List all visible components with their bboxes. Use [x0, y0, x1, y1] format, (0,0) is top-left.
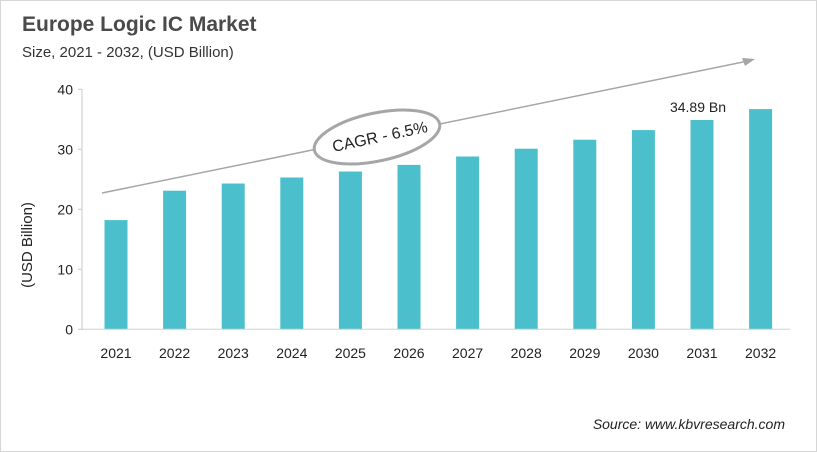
bar-2032 [749, 109, 773, 330]
x-tick-label: 2021 [100, 345, 131, 361]
x-tick-label: 2026 [393, 345, 424, 361]
y-tick-label: 10 [57, 261, 73, 277]
y-tick-label: 30 [57, 141, 73, 157]
bar-2025 [338, 171, 362, 330]
x-tick-label: 2031 [686, 345, 717, 361]
bar-2021 [104, 220, 128, 330]
y-tick-label: 20 [57, 201, 73, 217]
y-axis: 0 10 20 30 40 [57, 81, 83, 337]
bar-2027 [456, 156, 480, 330]
y-tick-label: 0 [65, 321, 73, 337]
bar-2024 [280, 177, 304, 330]
bar-2029 [573, 139, 597, 330]
x-axis: 2021 2022 2023 2024 2025 2026 2027 2028 2029 2030… [82, 328, 790, 361]
source-note: Source: www.kbvresearch.com [592, 416, 785, 432]
bar-2023 [221, 183, 245, 330]
x-tick-label: 2032 [745, 345, 776, 361]
y-tick-label: 40 [57, 81, 73, 97]
bar-2030 [631, 130, 655, 330]
x-tick-label: 2023 [218, 345, 249, 361]
x-tick-label: 2029 [569, 345, 600, 361]
bar-2026 [397, 164, 421, 330]
bars [104, 109, 773, 330]
chart-subtitle: Size, 2021 - 2032, (USD Billion) [22, 44, 234, 61]
x-tick-label: 2028 [511, 345, 542, 361]
bar-2028 [514, 148, 538, 330]
cagr-ellipse [312, 108, 442, 166]
bar-2022 [163, 190, 187, 330]
y-axis-label: (USD Billion) [19, 202, 36, 288]
bar-2031 [690, 119, 714, 330]
x-tick-label: 2022 [159, 345, 190, 361]
x-tick-label: 2030 [628, 345, 659, 361]
chart-title: Europe Logic IC Market [22, 13, 257, 36]
data-labels: 34.89 Bn [670, 99, 726, 115]
x-tick-label: 2027 [452, 345, 483, 361]
x-tick-label: 2025 [335, 345, 366, 361]
data-label: 34.89 Bn [670, 99, 726, 115]
x-tick-label: 2024 [276, 345, 307, 361]
